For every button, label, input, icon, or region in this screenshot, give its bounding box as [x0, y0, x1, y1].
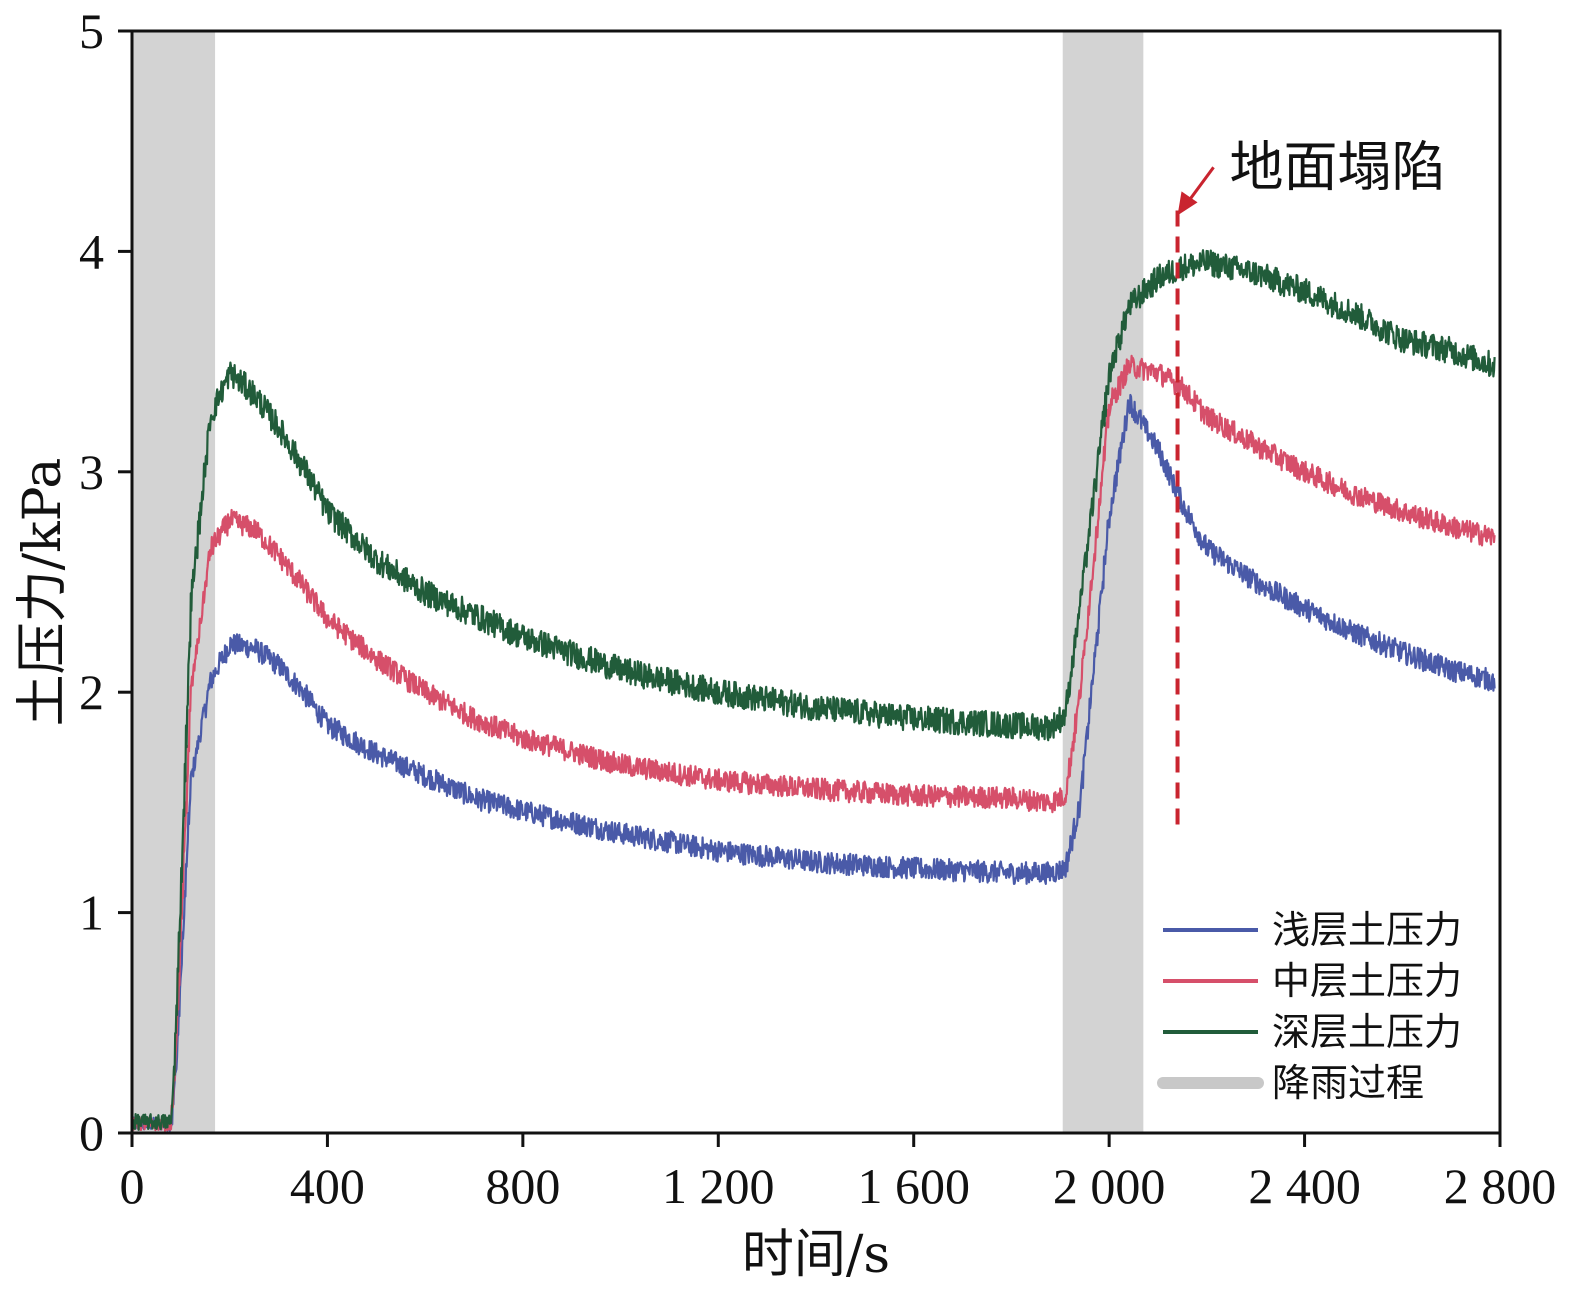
plot-frame — [130, 29, 1502, 1135]
collapse-arrow-head — [1177, 191, 1198, 216]
x-tick-label: 1 200 — [662, 1158, 775, 1214]
x-axis-ticks: 0 400 800 1 200 1 600 2 000 2 400 2 800 — [120, 1133, 1557, 1214]
x-tick-label: 2 800 — [1444, 1158, 1557, 1214]
x-tick-label: 400 — [290, 1158, 365, 1214]
y-axis-title: 土压力/kPa — [13, 458, 73, 727]
legend-label: 中层土压力 — [1272, 959, 1462, 1003]
rainfall-bands — [132, 31, 1144, 1133]
series-lines — [130, 249, 1496, 1132]
rainfall-band-1 — [132, 31, 216, 1133]
series-line-2 — [130, 354, 1496, 1132]
y-tick-label: 2 — [79, 664, 104, 720]
collapse-annotation-label: 地面塌陷 — [1230, 135, 1446, 198]
legend-label: 降雨过程 — [1272, 1061, 1424, 1105]
series-line-3 — [130, 249, 1496, 1131]
x-tick-label: 800 — [485, 1158, 560, 1214]
x-tick-label: 2 000 — [1053, 1158, 1166, 1214]
y-tick-label: 4 — [79, 223, 104, 279]
x-axis-title: 时间/s — [742, 1225, 890, 1285]
y-axis-ticks: 0 1 2 3 4 5 — [79, 3, 132, 1161]
x-tick-label: 2 400 — [1248, 1158, 1361, 1214]
y-tick-label: 5 — [79, 3, 104, 59]
x-tick-label: 1 600 — [857, 1158, 970, 1214]
y-tick-label: 1 — [79, 885, 104, 941]
legend-label: 深层土压力 — [1272, 1010, 1462, 1054]
collapse-annotation: 地面塌陷 — [1175, 135, 1446, 825]
series-line-1 — [130, 393, 1496, 1132]
x-tick-label: 0 — [120, 1158, 145, 1214]
legend-label: 浅层土压力 — [1272, 908, 1462, 952]
y-tick-label: 3 — [79, 444, 104, 500]
y-tick-label: 0 — [79, 1105, 104, 1161]
